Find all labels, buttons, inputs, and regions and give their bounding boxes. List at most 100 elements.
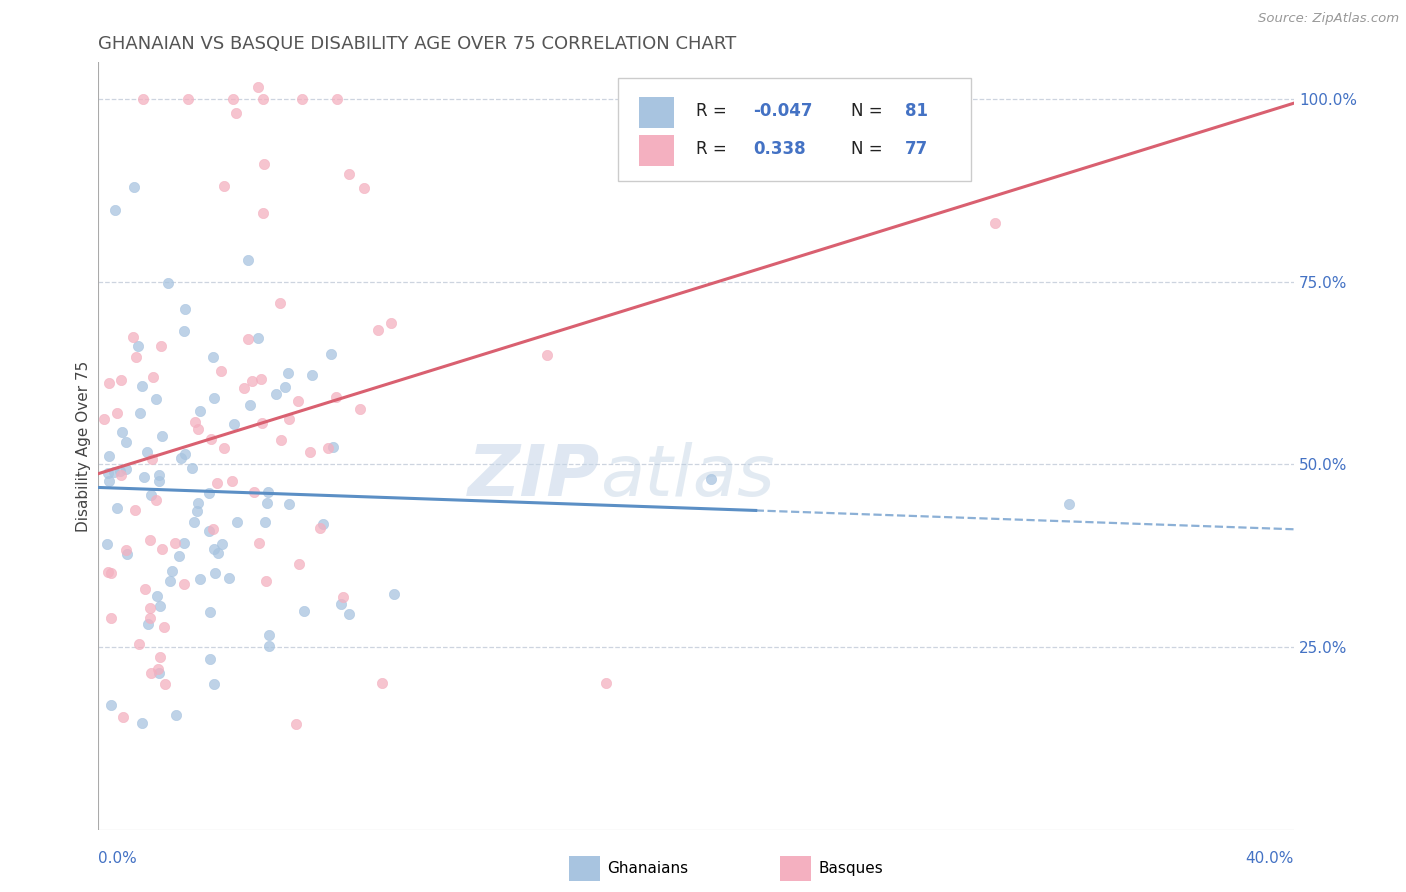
- Point: [202, 391, 225, 405]
- Point: [1059, 498, 1081, 512]
- Point: [270, 433, 292, 447]
- Point: [132, 470, 155, 484]
- Point: [160, 564, 183, 578]
- Point: [165, 707, 187, 722]
- Text: -0.047: -0.047: [754, 102, 813, 120]
- Point: [177, 92, 200, 106]
- Point: [380, 316, 402, 330]
- Point: [700, 472, 723, 486]
- Point: [284, 717, 307, 731]
- Point: [236, 332, 259, 346]
- Point: [111, 425, 134, 439]
- Point: [274, 380, 297, 394]
- Text: R =: R =: [696, 140, 733, 158]
- Point: [288, 557, 311, 571]
- Point: [153, 677, 176, 691]
- Point: [382, 587, 405, 601]
- Point: [132, 92, 155, 106]
- Point: [184, 415, 207, 429]
- Point: [148, 662, 170, 676]
- Point: [97, 566, 120, 580]
- Text: ZIP: ZIP: [468, 442, 600, 511]
- Point: [246, 80, 269, 95]
- Point: [183, 515, 205, 529]
- Point: [277, 366, 299, 380]
- Point: [148, 475, 170, 489]
- Point: [253, 516, 276, 530]
- Y-axis label: Disability Age Over 75: Disability Age Over 75: [76, 360, 91, 532]
- Point: [127, 338, 149, 352]
- Point: [278, 412, 301, 426]
- Point: [134, 582, 156, 596]
- Point: [353, 181, 375, 195]
- Point: [294, 604, 316, 618]
- Point: [287, 394, 309, 409]
- Point: [298, 444, 321, 458]
- Point: [225, 105, 247, 120]
- Point: [139, 611, 162, 625]
- Point: [145, 493, 167, 508]
- Point: [224, 417, 246, 432]
- Point: [111, 710, 134, 724]
- Point: [145, 392, 167, 406]
- Text: GHANAIAN VS BASQUE DISABILITY AGE OVER 75 CORRELATION CHART: GHANAIAN VS BASQUE DISABILITY AGE OVER 7…: [98, 35, 737, 53]
- Text: N =: N =: [852, 140, 889, 158]
- Point: [97, 449, 120, 463]
- Point: [256, 496, 278, 510]
- Point: [198, 652, 221, 666]
- Point: [332, 591, 354, 605]
- Point: [239, 398, 262, 412]
- Point: [141, 488, 163, 502]
- Point: [257, 485, 280, 500]
- Point: [136, 445, 159, 459]
- Point: [149, 649, 172, 664]
- Text: Ghanaians: Ghanaians: [607, 862, 689, 876]
- Point: [301, 368, 323, 383]
- Point: [253, 157, 276, 171]
- Point: [188, 404, 211, 418]
- Point: [205, 476, 228, 491]
- Point: [173, 536, 195, 550]
- Point: [163, 536, 186, 550]
- Point: [201, 522, 224, 536]
- Point: [233, 381, 256, 395]
- Point: [264, 387, 287, 401]
- Point: [337, 167, 360, 181]
- Point: [209, 364, 232, 378]
- Point: [167, 549, 190, 563]
- Point: [247, 331, 270, 345]
- Point: [222, 92, 245, 106]
- Point: [187, 496, 209, 510]
- Point: [174, 447, 197, 461]
- Point: [149, 339, 172, 353]
- Point: [984, 216, 1007, 230]
- Point: [371, 676, 394, 690]
- Point: [138, 601, 160, 615]
- Bar: [638, 97, 675, 128]
- Point: [104, 202, 127, 217]
- Point: [250, 371, 273, 385]
- Point: [226, 515, 249, 529]
- Text: atlas: atlas: [600, 442, 775, 511]
- Point: [98, 474, 121, 488]
- Point: [536, 348, 558, 362]
- Point: [97, 466, 120, 480]
- Point: [110, 464, 132, 478]
- Point: [308, 521, 330, 535]
- Point: [136, 616, 159, 631]
- Point: [188, 572, 211, 586]
- Point: [202, 677, 225, 691]
- Point: [114, 461, 136, 475]
- Point: [367, 323, 389, 337]
- Point: [198, 486, 221, 500]
- Point: [150, 541, 173, 556]
- Point: [322, 441, 344, 455]
- Point: [211, 537, 233, 551]
- Point: [349, 402, 371, 417]
- Text: 40.0%: 40.0%: [1246, 852, 1294, 866]
- Text: Source: ZipAtlas.com: Source: ZipAtlas.com: [1258, 12, 1399, 25]
- Point: [103, 466, 125, 480]
- Point: [325, 391, 347, 405]
- Point: [277, 497, 299, 511]
- Point: [114, 435, 136, 450]
